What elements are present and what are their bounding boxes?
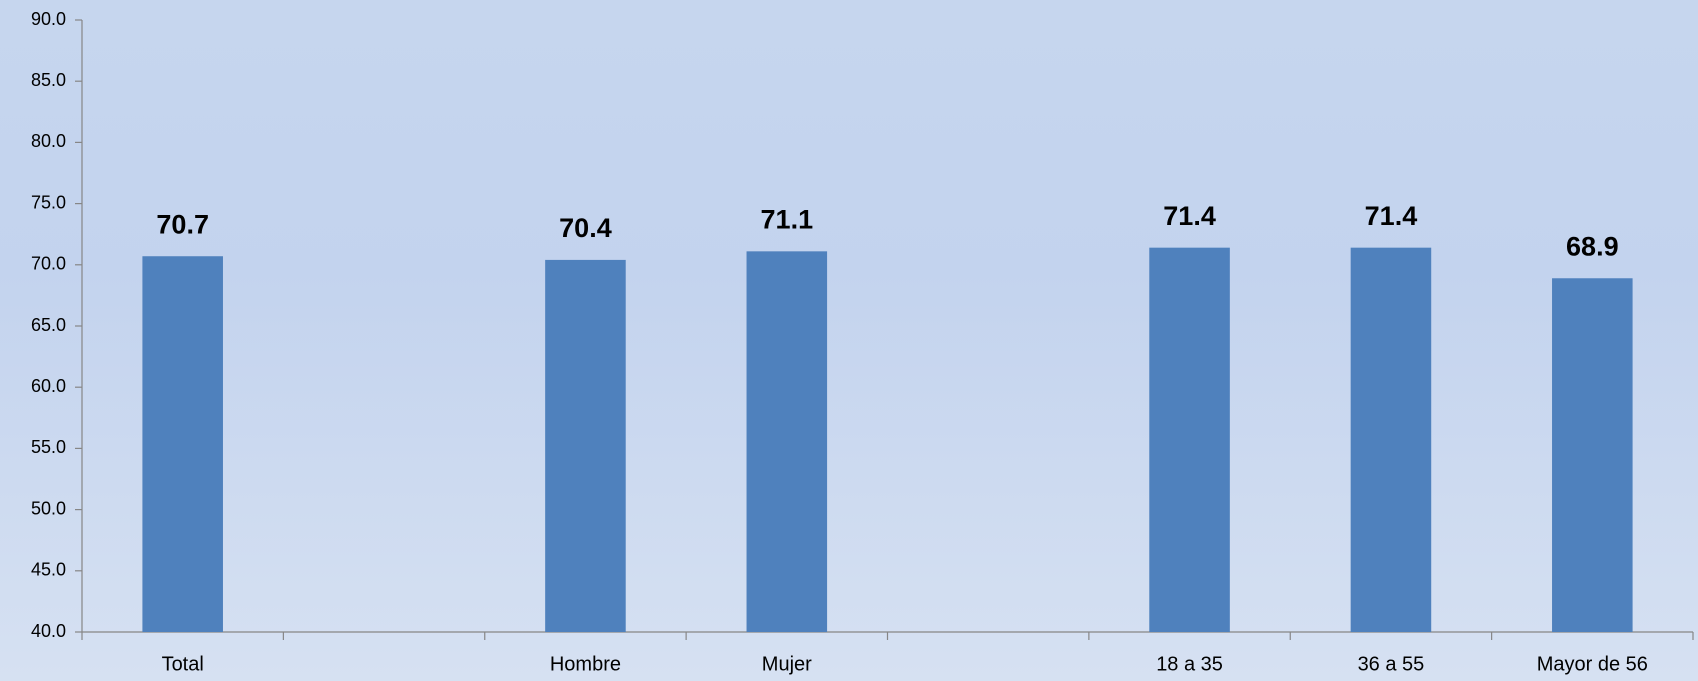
y-tick-label: 45.0 [31,560,66,580]
y-tick-label: 90.0 [31,9,66,29]
value-label: 71.1 [761,204,814,234]
x-tick-label: Hombre [550,653,621,675]
y-tick-label: 85.0 [31,70,66,90]
y-tick-label: 60.0 [31,376,66,396]
x-tick-label: 36 a 55 [1358,653,1425,675]
x-tick-label: Mayor de 56 [1537,653,1648,675]
value-label: 70.7 [156,209,209,239]
bar [1552,278,1633,632]
x-tick-label: Total [162,653,204,675]
y-tick-label: 70.0 [31,254,66,274]
bar [746,251,828,632]
y-tick-label: 40.0 [31,621,66,641]
y-tick-label: 50.0 [31,498,66,518]
y-tick-label: 65.0 [31,315,66,335]
bar [1149,247,1230,632]
y-tick-label: 80.0 [31,131,66,151]
y-tick-label: 55.0 [31,437,66,457]
y-tick-label: 75.0 [31,192,66,212]
value-label: 68.9 [1566,231,1619,261]
value-label: 70.4 [559,213,612,243]
x-tick-label: 18 a 35 [1156,653,1223,675]
value-label: 71.4 [1163,201,1216,231]
bar [1350,247,1432,632]
bar [545,259,626,632]
value-label: 71.4 [1365,201,1418,231]
bar [142,256,223,632]
x-tick-label: Mujer [762,653,812,675]
